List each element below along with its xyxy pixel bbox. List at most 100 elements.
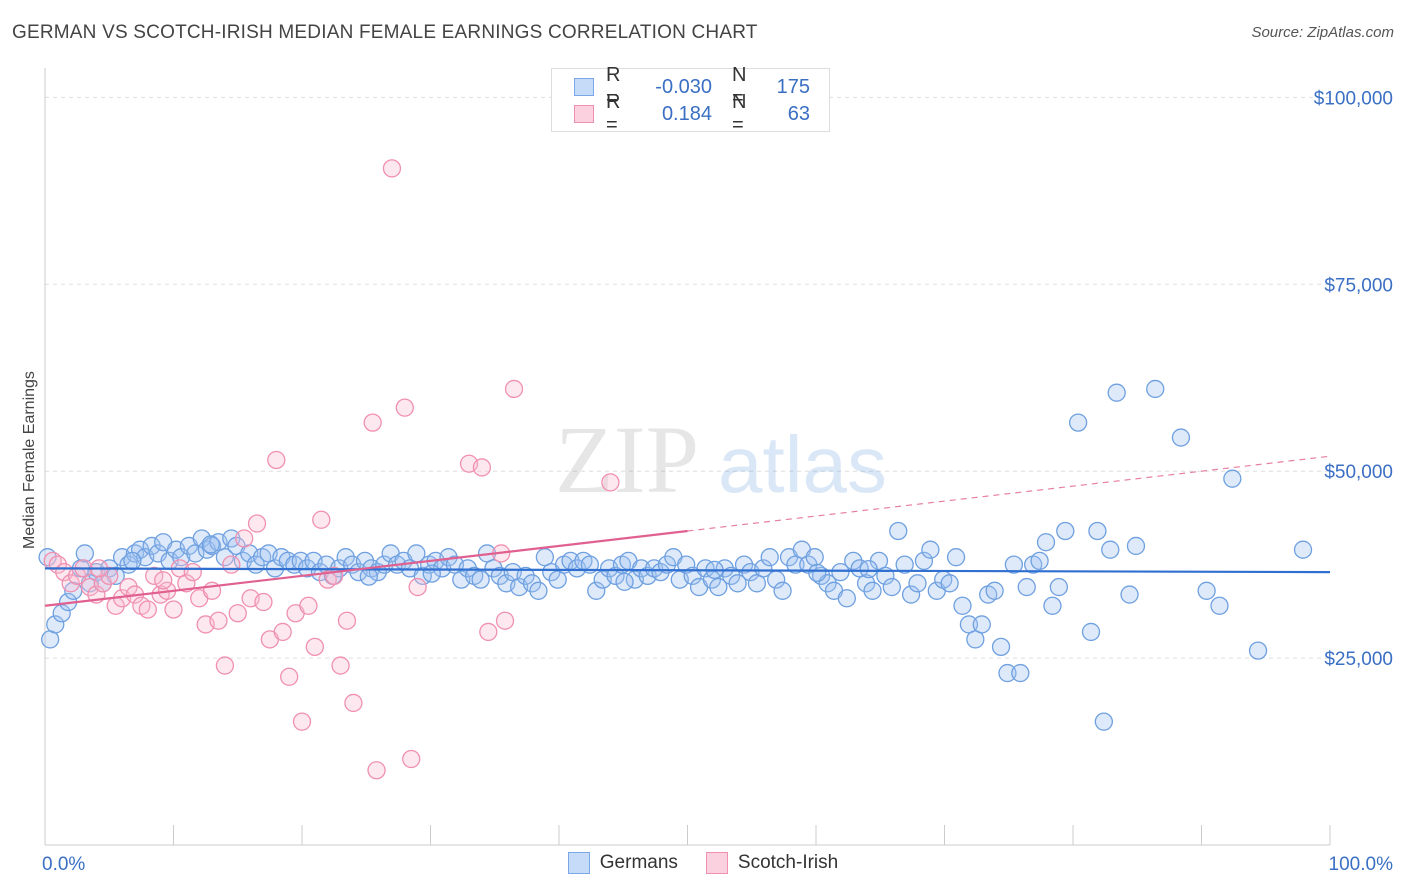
- legend-r-label: R =: [606, 91, 621, 136]
- point-germans-157: [1036, 533, 1056, 552]
- point-scotch-irish-3: [61, 574, 80, 593]
- point-germans-164: [1094, 712, 1113, 731]
- point-germans-166: [1107, 383, 1126, 402]
- point-scotch-irish-4: [67, 566, 87, 586]
- point-scotch-irish-9: [100, 566, 119, 586]
- point-scotch-irish-49: [367, 761, 386, 780]
- point-scotch-irish-19: [164, 600, 183, 619]
- point-germans-142: [940, 574, 959, 593]
- point-germans-168: [1126, 536, 1146, 556]
- point-germans-76: [516, 566, 535, 586]
- point-scotch-irish-15: [138, 600, 157, 619]
- legend-row-scotch-irish: R = 0.184 N = 63: [574, 91, 810, 136]
- bottom-legend: Germans Scotch-Irish: [0, 852, 1406, 874]
- point-germans-97: [651, 562, 670, 582]
- legend-n-value: 63: [787, 102, 810, 125]
- legend-n-value: 175: [776, 75, 810, 98]
- axes: [44, 68, 1331, 846]
- point-germans-127: [844, 551, 863, 571]
- point-scotch-irish-62: [154, 571, 173, 590]
- point-scotch-irish-47: [344, 693, 363, 713]
- point-scotch-irish-58: [495, 611, 515, 630]
- point-germans-174: [1248, 641, 1268, 660]
- y-tick-label-0: $25,000: [1324, 649, 1393, 670]
- y-axis-label: Median Female Earnings: [21, 371, 38, 549]
- point-germans-152: [1004, 555, 1024, 574]
- point-germans-77: [522, 574, 542, 593]
- point-germans-130: [863, 581, 882, 600]
- point-germans-78: [529, 581, 548, 600]
- y-tick-label-1: $50,000: [1324, 462, 1393, 483]
- point-germans-151: [998, 663, 1017, 683]
- y-tick-label-2: $75,000: [1324, 275, 1393, 296]
- point-germans-170: [1171, 428, 1191, 447]
- point-scotch-irish-22: [183, 562, 202, 582]
- point-germans-156: [1030, 551, 1049, 571]
- trend-line-germans: [44, 567, 1331, 574]
- point-germans-172: [1210, 596, 1229, 615]
- watermark-atlas: atlas: [718, 420, 887, 509]
- point-scotch-irish-52: [402, 749, 421, 769]
- legend-swatch-scotch-irish: [574, 105, 594, 123]
- point-germans-101: [677, 555, 696, 574]
- point-scotch-irish-30: [235, 529, 254, 548]
- point-germans-153: [1011, 663, 1030, 683]
- legend-r-value: 0.184: [661, 102, 712, 125]
- chart-source: Source: ZipAtlas.com: [1251, 24, 1394, 41]
- legend-n-label: N =: [732, 91, 747, 136]
- bottom-legend-swatch-scotch-irish: [705, 852, 728, 874]
- legend-row-germans: R = -0.030 N = 175: [574, 64, 810, 109]
- point-germans-161: [1068, 413, 1088, 432]
- point-germans-136: [901, 585, 921, 604]
- point-scotch-irish-32: [247, 514, 267, 533]
- bottom-legend-swatch-germans: [567, 852, 590, 874]
- trend-line-extension-scotch-irish: [687, 455, 1331, 532]
- point-scotch-irish-35: [267, 450, 286, 470]
- point-scotch-irish-16: [145, 566, 164, 586]
- point-germans-160: [1056, 521, 1075, 541]
- point-germans-167: [1120, 585, 1139, 604]
- point-scotch-irish-45: [331, 656, 350, 675]
- point-germans-87: [587, 581, 606, 600]
- point-germans-181: [615, 572, 634, 591]
- chart-title: GERMAN VS SCOTCH-IRISH MEDIAN FEMALE EAR…: [12, 22, 758, 43]
- point-scotch-irish-28: [222, 555, 241, 574]
- point-germans-110: [734, 555, 754, 574]
- point-germans-139: [921, 540, 940, 559]
- data-points: [38, 159, 1313, 780]
- point-germans-138: [914, 551, 934, 571]
- point-germans-133: [882, 577, 901, 597]
- point-scotch-irish-29: [228, 604, 247, 623]
- point-scotch-irish-55: [472, 458, 492, 477]
- point-germans-98: [657, 555, 677, 574]
- watermark-zip: ZIP: [555, 406, 699, 513]
- point-germans-147: [972, 615, 991, 634]
- point-scotch-irish-42: [312, 510, 331, 529]
- point-germans-184: [859, 559, 878, 579]
- point-germans-177: [123, 551, 142, 571]
- point-germans-94: [632, 559, 651, 578]
- point-germans-48: [336, 548, 355, 567]
- point-germans-71: [484, 559, 503, 578]
- point-germans-90: [606, 566, 625, 586]
- point-scotch-irish-26: [209, 611, 228, 630]
- point-germans-178: [201, 535, 220, 554]
- point-germans-180: [422, 564, 441, 583]
- point-germans-162: [1081, 622, 1101, 642]
- point-scotch-irish-27: [215, 656, 235, 675]
- point-scotch-irish-36: [273, 622, 292, 642]
- y-tick-labels: $25,000 $50,000 $75,000 $100,000: [1314, 88, 1393, 670]
- bottom-legend-germans: Germans: [567, 852, 678, 874]
- point-scotch-irish-37: [279, 667, 299, 686]
- point-germans-125: [831, 562, 850, 582]
- point-germans-106: [709, 577, 728, 597]
- point-germans-67: [458, 559, 477, 578]
- point-germans-149: [985, 581, 1004, 600]
- bottom-legend-label-scotch-irish: Scotch-Irish: [737, 852, 839, 873]
- point-germans-171: [1197, 581, 1216, 600]
- point-scotch-irish-41: [305, 637, 325, 657]
- point-scotch-irish-59: [504, 379, 524, 399]
- bottom-legend-scotch-irish: Scotch-Irish: [705, 852, 839, 874]
- point-germans-121: [805, 548, 824, 567]
